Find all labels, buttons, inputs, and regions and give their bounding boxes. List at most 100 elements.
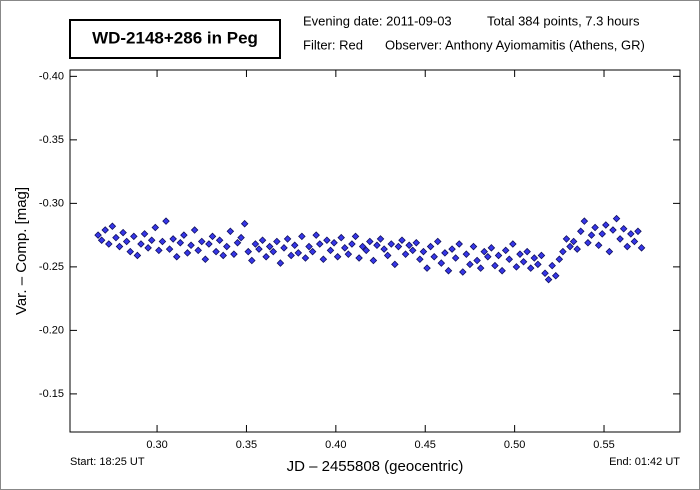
data-point bbox=[480, 247, 489, 256]
plot-frame bbox=[69, 69, 681, 433]
data-point bbox=[308, 247, 317, 256]
data-point bbox=[426, 242, 435, 251]
data-point bbox=[315, 240, 324, 248]
data-point bbox=[551, 272, 560, 280]
data-point bbox=[494, 251, 503, 260]
data-point bbox=[584, 238, 592, 247]
chart-title: WD-2148+286 in Peg bbox=[92, 28, 258, 47]
data-point bbox=[548, 261, 556, 270]
x-tick-label: 0.55 bbox=[593, 439, 614, 451]
data-point bbox=[530, 254, 539, 262]
data-point bbox=[137, 240, 145, 248]
x-axis-label: JD – 2455808 (geocentric) bbox=[287, 458, 464, 475]
data-point bbox=[233, 238, 242, 247]
data-point bbox=[287, 251, 295, 260]
data-point bbox=[637, 244, 646, 252]
y-tick-label: -0.30 bbox=[39, 197, 64, 209]
data-point bbox=[405, 241, 413, 250]
data-point bbox=[244, 247, 253, 256]
data-point bbox=[326, 246, 335, 255]
data-point bbox=[262, 252, 270, 261]
x-tick-label: 0.30 bbox=[146, 439, 167, 451]
data-point bbox=[451, 254, 460, 262]
data-point bbox=[598, 230, 606, 238]
data-point bbox=[119, 228, 127, 237]
data-point bbox=[351, 232, 360, 241]
x-tick-label: 0.50 bbox=[504, 439, 525, 451]
data-point bbox=[294, 249, 303, 257]
data-point bbox=[634, 227, 642, 236]
data-point bbox=[183, 249, 192, 257]
data-point bbox=[602, 221, 610, 229]
data-point bbox=[205, 240, 213, 248]
data-point bbox=[333, 252, 342, 261]
data-point bbox=[155, 246, 163, 255]
data-point bbox=[609, 226, 617, 234]
data-point bbox=[591, 223, 599, 232]
data-point bbox=[437, 259, 446, 267]
data-point bbox=[534, 260, 542, 269]
data-point bbox=[312, 231, 320, 239]
data-point bbox=[491, 261, 499, 270]
data-point bbox=[355, 254, 363, 262]
data-point bbox=[223, 242, 231, 251]
data-point bbox=[487, 244, 496, 252]
data-point bbox=[290, 241, 299, 250]
data-point bbox=[112, 233, 120, 242]
data-point bbox=[162, 217, 170, 225]
y-tick-label: -0.35 bbox=[39, 134, 64, 146]
data-point bbox=[319, 255, 328, 264]
info-text: Filter: Red bbox=[303, 37, 363, 52]
data-point bbox=[208, 232, 217, 241]
data-point bbox=[448, 245, 456, 253]
data-point bbox=[176, 238, 185, 247]
data-point bbox=[248, 256, 256, 265]
data-point bbox=[298, 232, 306, 241]
data-point bbox=[362, 246, 371, 255]
data-point bbox=[441, 249, 449, 257]
data-point bbox=[444, 266, 453, 275]
data-point bbox=[476, 264, 485, 272]
data-point bbox=[469, 242, 478, 251]
data-point bbox=[569, 237, 578, 246]
data-point bbox=[215, 236, 224, 244]
data-point bbox=[555, 255, 564, 264]
data-point bbox=[537, 251, 546, 260]
data-point bbox=[383, 251, 392, 260]
data-point bbox=[559, 247, 567, 256]
data-point bbox=[258, 236, 267, 244]
info-text: Observer: Anthony Ayiomamitis (Athens, G… bbox=[385, 37, 645, 52]
data-point bbox=[369, 256, 378, 265]
data-point bbox=[498, 266, 506, 275]
data-point bbox=[366, 237, 374, 246]
data-point bbox=[122, 237, 131, 246]
data-point bbox=[433, 237, 442, 246]
data-point bbox=[459, 268, 467, 276]
data-point bbox=[455, 240, 463, 248]
data-point bbox=[101, 226, 109, 234]
data-point bbox=[140, 230, 149, 238]
data-point bbox=[323, 236, 331, 244]
data-point bbox=[105, 240, 113, 248]
data-point bbox=[187, 241, 195, 250]
data-point bbox=[594, 241, 603, 250]
data-point bbox=[462, 250, 471, 258]
data-point bbox=[94, 231, 102, 239]
data-point bbox=[526, 264, 535, 272]
data-point bbox=[512, 263, 521, 271]
data-point bbox=[630, 237, 639, 246]
data-point bbox=[133, 251, 142, 260]
data-point bbox=[330, 238, 338, 247]
data-point bbox=[408, 246, 417, 255]
data-point bbox=[341, 244, 349, 252]
data-point bbox=[541, 269, 549, 277]
data-point bbox=[430, 252, 438, 261]
data-point bbox=[373, 241, 381, 250]
y-axis-label: Var. – Comp. [mag] bbox=[13, 187, 30, 315]
data-point bbox=[566, 242, 574, 251]
data-point bbox=[358, 242, 367, 251]
data-point bbox=[484, 252, 492, 261]
data-point bbox=[387, 240, 396, 248]
data-point bbox=[172, 252, 181, 261]
